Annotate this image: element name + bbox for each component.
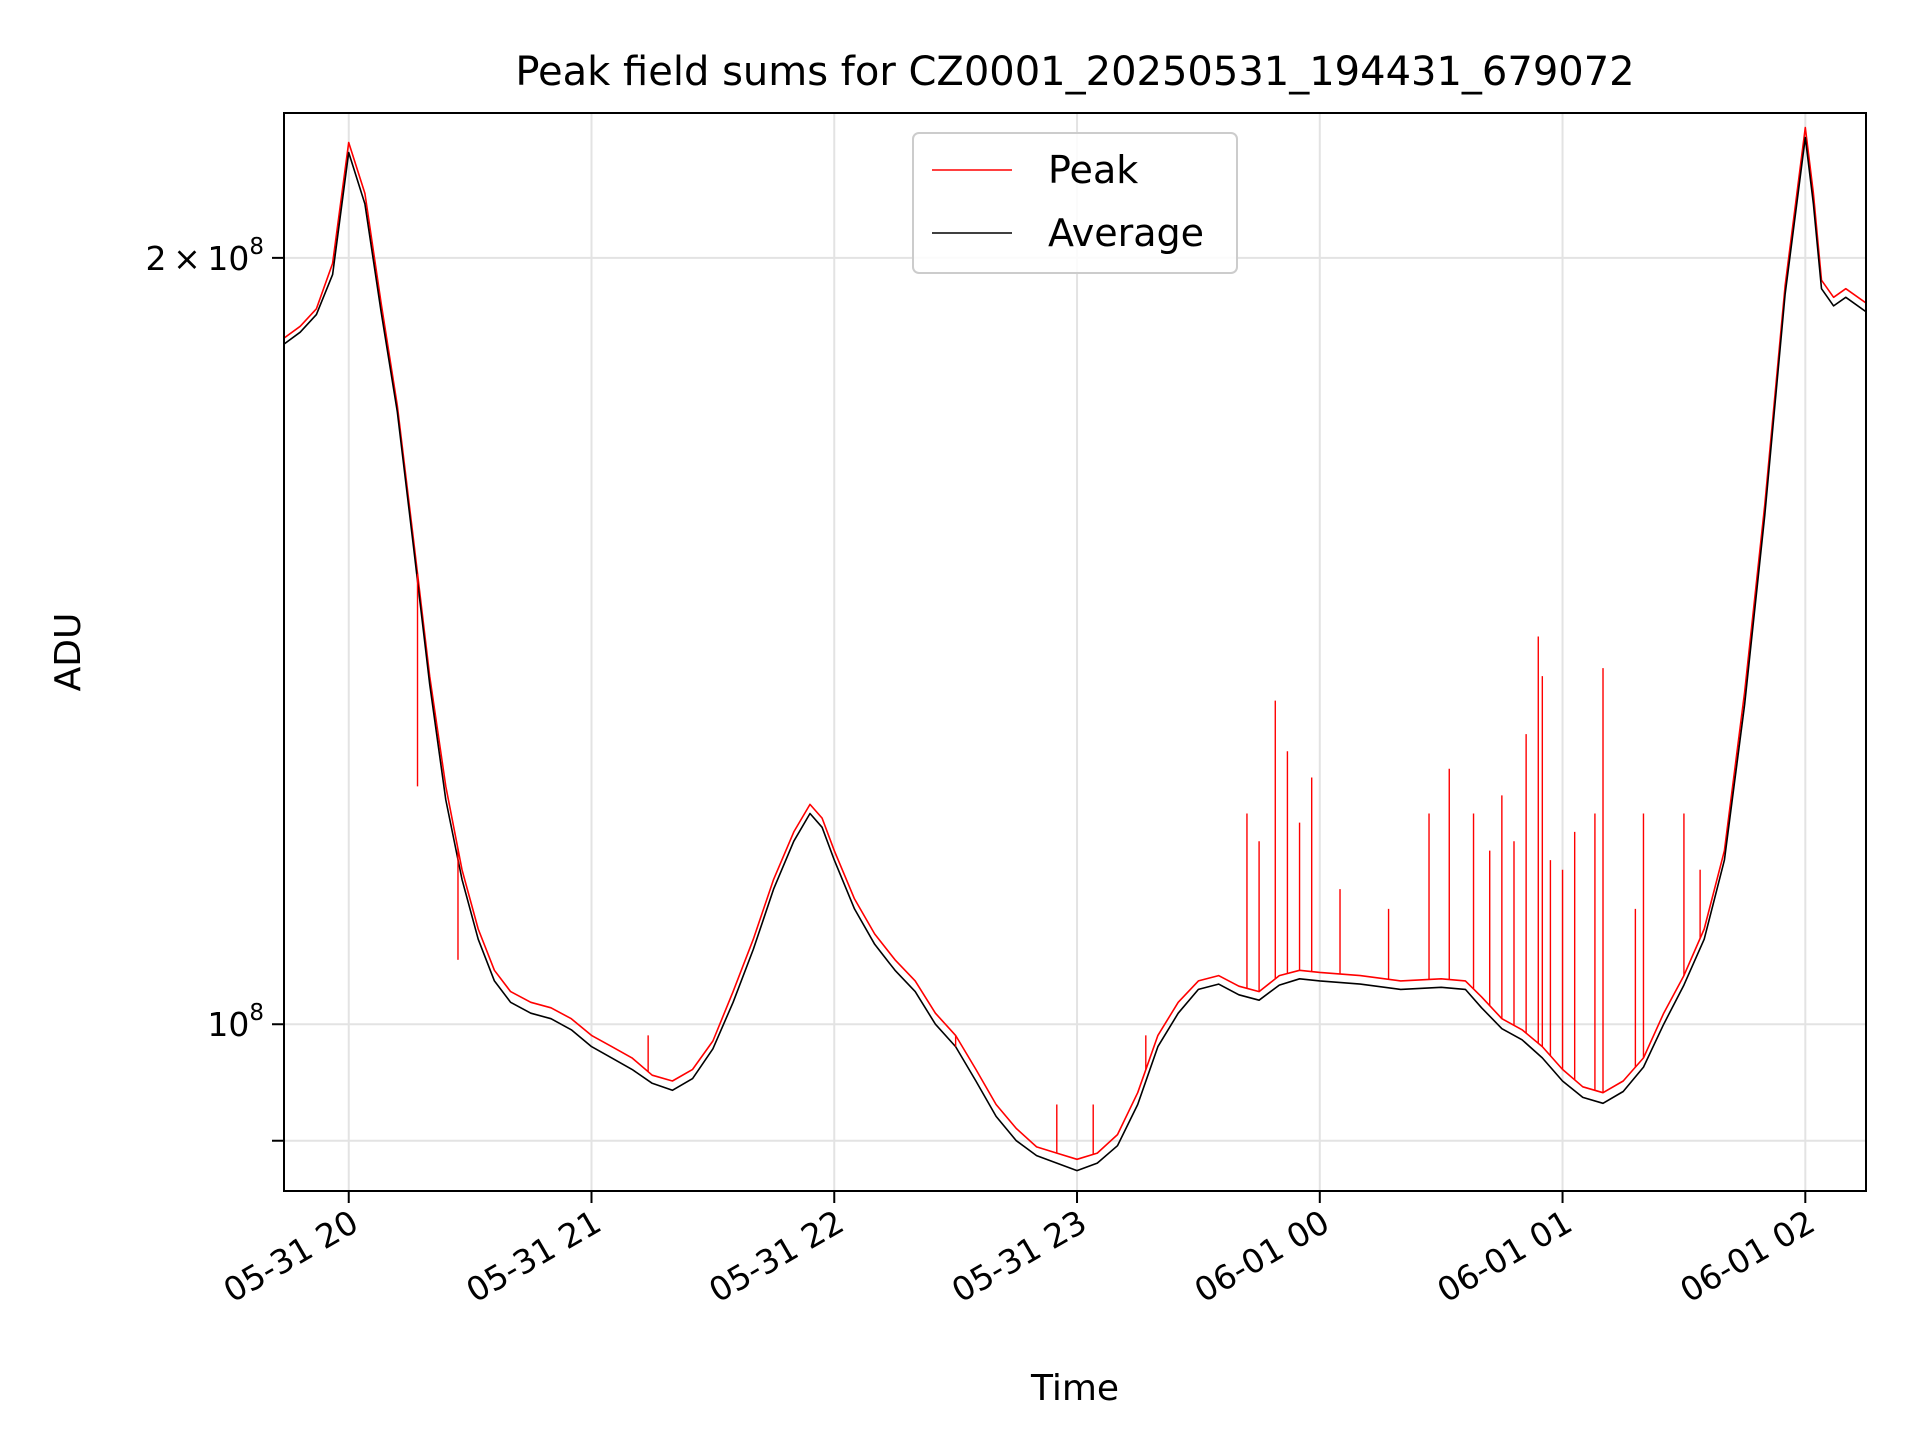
chart-title: Peak field sums for CZ0001_20250531_1944… — [515, 49, 1634, 95]
y-tick-label: 2 × 108 — [146, 234, 264, 278]
y-tick-label-base: 10 — [207, 1005, 249, 1044]
grid-lines — [284, 113, 1866, 1191]
legend-label-average: Average — [1048, 211, 1204, 255]
legend: Peak Average — [912, 132, 1238, 274]
plot-frame — [283, 112, 1867, 1192]
series-layer — [284, 126, 1866, 1172]
legend-box — [912, 132, 1238, 274]
y-axis-label: ADU — [48, 613, 89, 692]
y-tick-label-base: 2 × 10 — [146, 239, 250, 278]
series-line-average — [284, 136, 1866, 1172]
legend-label-peak: Peak — [1048, 148, 1138, 192]
y-tick-label-exponent: 8 — [249, 234, 264, 260]
y-tick-label-exponent: 8 — [249, 1000, 264, 1026]
y-tick-label: 108 — [207, 1000, 264, 1044]
series-line-peak — [284, 126, 1866, 1161]
x-axis-label: Time — [1030, 1368, 1119, 1409]
